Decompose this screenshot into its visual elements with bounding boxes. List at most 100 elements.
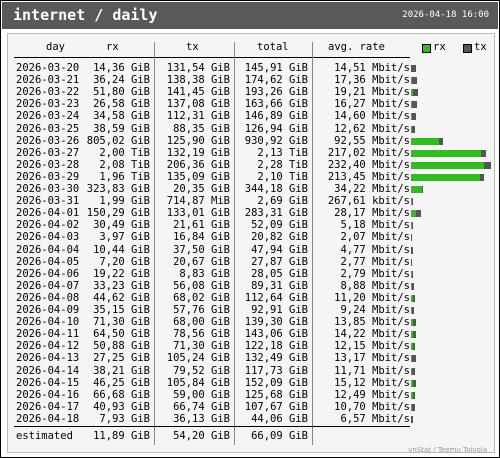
tx-bar (413, 319, 416, 327)
tx-bar (412, 77, 417, 85)
row-rate: 15,12 Mbit/s (334, 376, 410, 389)
table-row: 2026-04-09 35,15 GiB 57,76 GiB 92,91 GiB 9,2… (8, 304, 494, 317)
row-rate: 19,21 Mbit/s (334, 86, 410, 99)
row-rx: 2,00 TiB (99, 146, 150, 159)
tx-bar (412, 343, 416, 351)
row-total: 27,87 GiB (251, 255, 308, 268)
rx-bar (411, 343, 413, 351)
row-tx: 21,61 GiB (173, 219, 230, 232)
tx-bar (416, 210, 421, 218)
row-day: 2026-04-13 (16, 352, 80, 365)
row-day: 2026-03-21 (16, 74, 80, 87)
row-total: 112,64 GiB (244, 291, 308, 304)
row-rx: 27,25 GiB (93, 352, 150, 365)
row-day: 2026-04-08 (16, 291, 80, 304)
row-rx: 1,99 GiB (99, 195, 150, 208)
row-rate: 12,49 Mbit/s (334, 388, 410, 401)
row-tx: 68,00 GiB (173, 316, 230, 329)
row-rate: 14,60 Mbit/s (334, 110, 410, 123)
row-tx: 105,24 GiB (166, 352, 230, 365)
row-rate: 28,17 Mbit/s (334, 207, 410, 220)
row-total: 145,91 GiB (244, 62, 308, 74)
table-row: 2026-03-26 805,02 GiB 125,90 GiB 930,92 GiB… (8, 135, 494, 148)
page-title: internet / daily (13, 6, 158, 24)
row-rx: 30,49 GiB (93, 219, 150, 232)
row-total: 44,06 GiB (251, 412, 308, 425)
tx-bar (483, 161, 491, 169)
col-sep-3 (312, 42, 313, 445)
tx-bar (411, 415, 413, 423)
row-total: 122,18 GiB (244, 340, 308, 353)
row-rate: 6,57 Mbit/s (340, 412, 410, 425)
row-tx: 88,35 GiB (173, 122, 230, 135)
row-tx: 137,08 GiB (166, 98, 230, 111)
tx-bar (413, 331, 416, 339)
row-rx: 50,88 GiB (93, 340, 150, 353)
timestamp: 2026-04-18 16:00 (402, 10, 489, 20)
row-rate: 12,62 Mbit/s (334, 122, 410, 135)
row-rate: 12,15 Mbit/s (334, 340, 410, 353)
row-total: 125,68 GiB (244, 388, 308, 401)
tx-bar (411, 258, 412, 266)
tx-bar (481, 149, 486, 157)
tx-bar (438, 137, 443, 145)
rx-bar (411, 161, 484, 169)
row-rx: 44,62 GiB (93, 291, 150, 304)
table-row: 2026-04-16 66,68 GiB 59,00 GiB 125,68 GiB 12… (8, 389, 494, 402)
rx-bar (411, 379, 413, 387)
row-day: 2026-03-29 (16, 170, 80, 183)
row-day: 2026-04-03 (16, 231, 80, 244)
row-rate: 11,71 Mbit/s (334, 364, 410, 377)
row-total: 163,66 GiB (244, 98, 308, 111)
tx-bar (412, 403, 415, 411)
rx-bar (411, 319, 414, 327)
row-total: 143,06 GiB (244, 328, 308, 341)
row-day: 2026-04-01 (16, 207, 80, 220)
row-rate: 9,24 Mbit/s (340, 304, 410, 316)
row-day: 2026-04-14 (16, 364, 80, 377)
col-total: total (257, 41, 289, 53)
row-rx: 10,44 GiB (93, 243, 150, 256)
row-rx: 150,29 GiB (86, 207, 150, 220)
row-rate: 92,55 Mbit/s (334, 134, 410, 147)
tx-bar (412, 125, 416, 133)
row-rate: 267,61 kbit/s (327, 195, 410, 208)
header-bar: internet / daily 2026-04-18 16:00 (2, 2, 498, 29)
row-rx: 46,25 GiB (93, 376, 150, 389)
row-rx: 1,96 TiB (99, 170, 150, 183)
tx-bar (412, 89, 418, 97)
row-rx: 38,59 GiB (93, 122, 150, 135)
row-rx: 7,20 GiB (99, 255, 150, 268)
table-row: 2026-04-01 150,29 GiB 133,01 GiB 283,31 GiB… (8, 207, 494, 220)
row-day: 2026-04-15 (16, 376, 80, 389)
table-row: 2026-04-04 10,44 GiB 37,50 GiB 47,94 GiB 4,7… (8, 244, 494, 257)
tx-bar (413, 391, 416, 399)
table-row: 2026-03-22 51,80 GiB 141,45 GiB 193,26 GiB 1… (8, 86, 494, 99)
row-day: 2026-03-20 (16, 62, 80, 74)
row-day: 2026-03-30 (16, 183, 80, 195)
rx-bar (411, 222, 413, 230)
row-tx: 141,45 GiB (166, 86, 230, 99)
rx-bar (411, 198, 412, 206)
row-day: 2026-03-31 (16, 195, 80, 208)
tx-bar (412, 282, 415, 290)
row-tx: 71,30 GiB (173, 340, 230, 353)
row-total: 92,91 GiB (251, 304, 308, 316)
row-total: 126,94 GiB (244, 122, 308, 135)
rx-bar (411, 282, 413, 290)
col-tx: tx (186, 41, 199, 53)
row-rx: 14,36 GiB (93, 62, 150, 74)
row-day: 2026-04-11 (16, 328, 80, 341)
rx-bar (411, 89, 413, 97)
tx-bar (412, 307, 415, 314)
row-rate: 8,88 Mbit/s (340, 279, 410, 292)
rx-bar (411, 149, 482, 157)
row-tx: 138,38 GiB (166, 74, 230, 87)
row-total: 139,30 GiB (244, 316, 308, 329)
table-row: 2026-04-03 3,97 GiB 16,84 GiB 20,82 GiB 2,07… (8, 231, 494, 244)
row-tx: 8,83 GiB (179, 267, 230, 280)
row-tx: 131,54 GiB (166, 62, 230, 74)
row-day: 2026-04-10 (16, 316, 80, 329)
row-day: 2026-04-17 (16, 400, 80, 413)
row-tx: 125,90 GiB (166, 134, 230, 147)
